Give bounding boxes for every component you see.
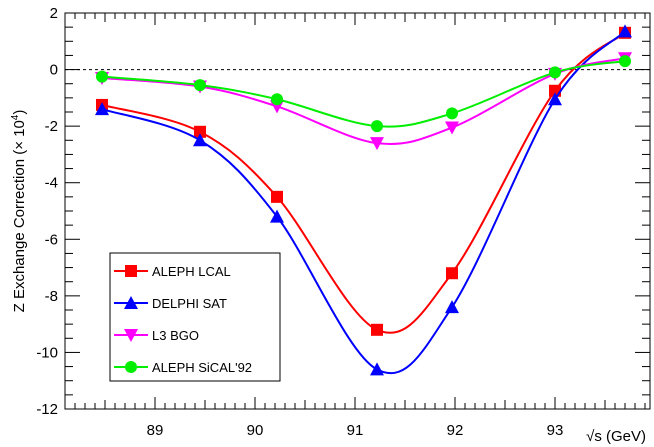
y-tick-label: 0 bbox=[50, 62, 58, 79]
y-tick-label: -8 bbox=[45, 288, 58, 305]
series-delphi-sat bbox=[95, 24, 632, 376]
legend-marker bbox=[125, 265, 137, 277]
legend-label: ALEPH LCAL bbox=[152, 264, 231, 279]
legend: ALEPH LCAL DELPHI SAT L3 BGO ALEPH SiCAL'92 bbox=[109, 252, 281, 382]
data-point-delphi-sat bbox=[548, 92, 562, 106]
legend-label: DELPHI SAT bbox=[152, 296, 227, 311]
series-aleph-sical-92 bbox=[96, 55, 631, 133]
y-tick-label: -4 bbox=[45, 175, 58, 192]
data-point-l3-bgo bbox=[445, 121, 459, 135]
legend-item-l3-bgo: L3 BGO bbox=[114, 328, 199, 343]
y-tick-label: -2 bbox=[45, 118, 58, 135]
data-point-delphi-sat bbox=[370, 362, 384, 376]
y-tick-label: -12 bbox=[36, 401, 58, 418]
series-line-aleph-sical-92 bbox=[101, 60, 626, 128]
y-tick-label: 2 bbox=[50, 5, 58, 22]
data-point-aleph-lcal bbox=[446, 267, 458, 280]
x-tick-label: 93 bbox=[547, 422, 564, 439]
data-point-aleph-sical-92 bbox=[371, 120, 383, 133]
data-point-aleph-sical-92 bbox=[96, 70, 108, 83]
data-point-aleph-lcal bbox=[271, 190, 283, 203]
x-tick-label: 91 bbox=[347, 422, 364, 439]
legend-item-aleph-sical-92: ALEPH SiCAL'92 bbox=[114, 360, 252, 375]
data-point-delphi-sat bbox=[445, 300, 459, 314]
legend-item-delphi-sat: DELPHI SAT bbox=[114, 296, 227, 311]
legend-label: ALEPH SiCAL'92 bbox=[152, 360, 252, 375]
series-layer bbox=[95, 24, 632, 376]
y-tick-label: -6 bbox=[45, 231, 58, 248]
data-point-delphi-sat bbox=[618, 24, 632, 38]
data-point-delphi-sat bbox=[270, 209, 284, 223]
data-point-delphi-sat bbox=[193, 133, 207, 147]
axes-layer: -12 -10 -8 -6 -4 -2 0 2 89 90 91 92 93 bbox=[36, 5, 650, 439]
data-point-aleph-sical-92 bbox=[549, 66, 561, 79]
legend-marker bbox=[125, 361, 137, 373]
data-point-aleph-sical-92 bbox=[194, 79, 206, 92]
y-tick-label: -10 bbox=[36, 344, 58, 361]
data-point-aleph-lcal bbox=[194, 125, 206, 138]
x-axis-title: √s (GeV) bbox=[586, 428, 646, 445]
data-point-l3-bgo bbox=[370, 137, 384, 151]
data-point-aleph-lcal bbox=[371, 323, 383, 336]
x-tick-label: 89 bbox=[147, 422, 164, 439]
legend-item-aleph-lcal: ALEPH LCAL bbox=[114, 264, 231, 279]
x-tick-label: 92 bbox=[447, 422, 464, 439]
data-point-aleph-sical-92 bbox=[619, 55, 631, 68]
legend-marker bbox=[124, 329, 138, 342]
x-tick-label: 90 bbox=[247, 422, 264, 439]
legend-marker bbox=[124, 296, 138, 309]
y-axis-title: Z Exchange Correction (× 104) bbox=[10, 110, 28, 313]
data-point-delphi-sat bbox=[95, 102, 109, 116]
legend-label: L3 BGO bbox=[152, 328, 199, 343]
data-point-aleph-sical-92 bbox=[271, 93, 283, 106]
data-point-aleph-sical-92 bbox=[446, 107, 458, 120]
legend-box bbox=[109, 252, 281, 382]
